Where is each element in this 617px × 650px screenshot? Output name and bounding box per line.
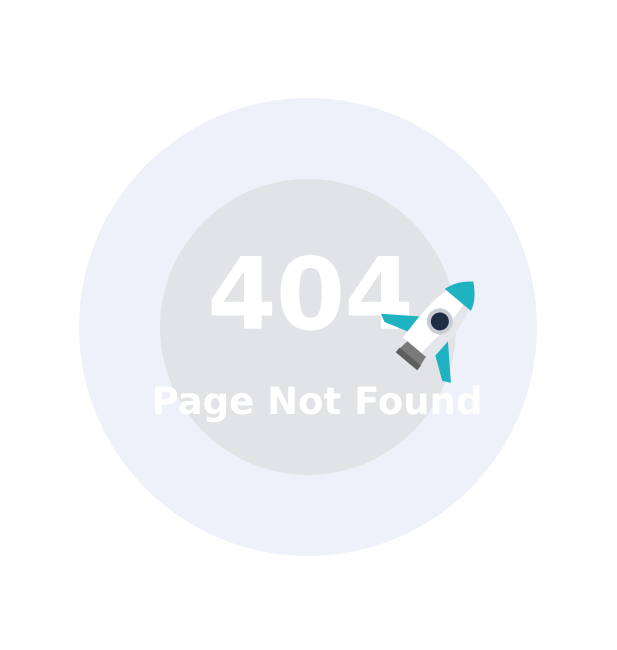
error-code: 404 <box>207 236 414 353</box>
error-message: Page Not Found <box>151 380 483 423</box>
rocket-nozzle <box>396 341 426 369</box>
rocket-body-shade <box>421 281 474 361</box>
rocket-icon <box>380 281 475 383</box>
rocket-nose <box>444 281 475 311</box>
rocket-porthole <box>430 312 449 331</box>
rocket-nozzle-rim <box>395 347 422 371</box>
